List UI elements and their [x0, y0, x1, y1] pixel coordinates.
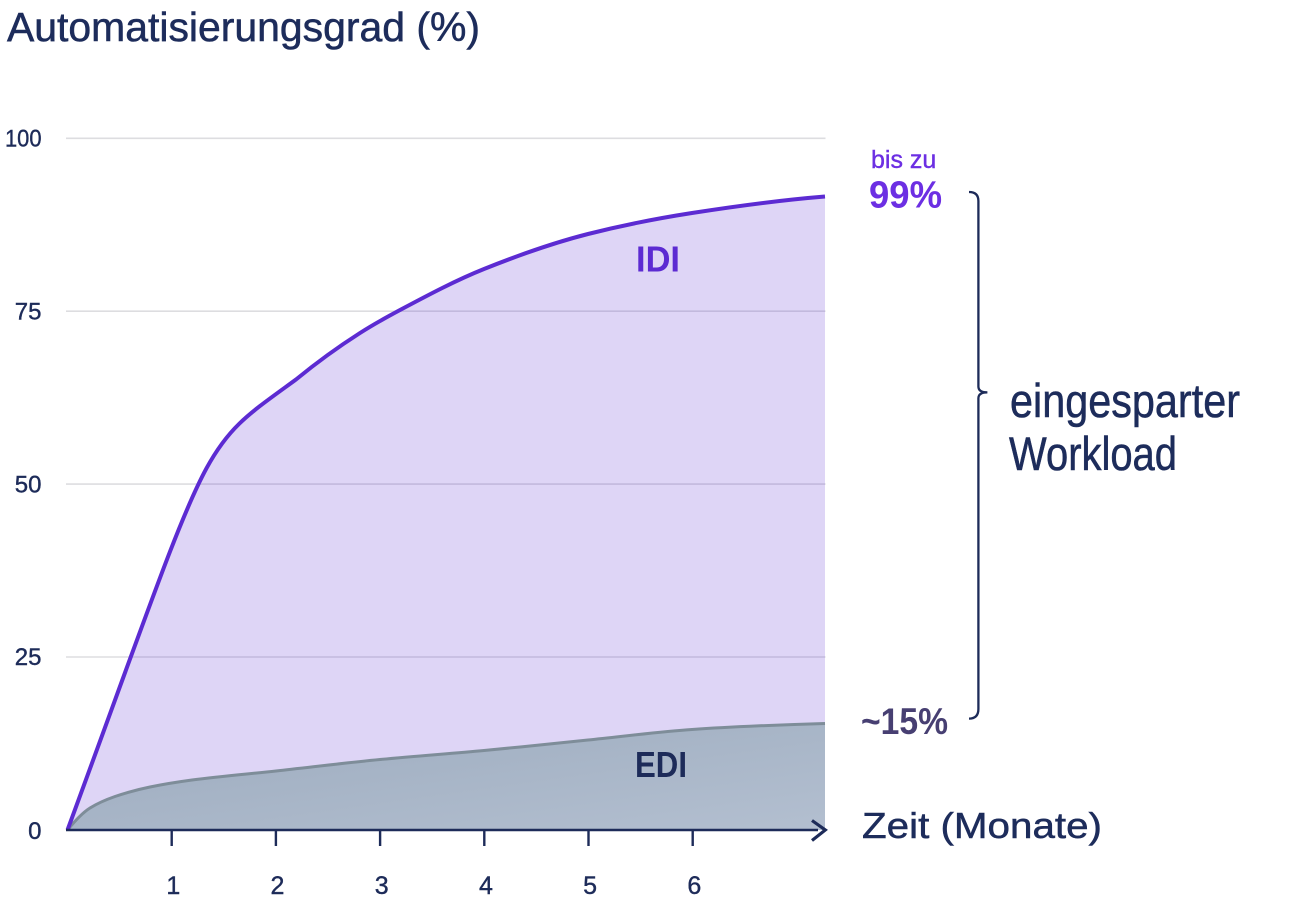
svg-text:5: 5 — [583, 872, 597, 900]
svg-text:50: 50 — [15, 471, 42, 498]
svg-text:1: 1 — [166, 872, 180, 900]
svg-text:Zeit (Monate): Zeit (Monate) — [862, 805, 1102, 846]
svg-text:2: 2 — [271, 872, 285, 900]
svg-text:100: 100 — [5, 126, 42, 153]
svg-text:~15%: ~15% — [861, 701, 948, 742]
svg-text:6: 6 — [687, 872, 701, 900]
svg-text:Automatisierungsgrad (%): Automatisierungsgrad (%) — [7, 4, 480, 50]
svg-text:bis zu: bis zu — [871, 146, 936, 174]
svg-text:eingesparter: eingesparter — [1010, 374, 1240, 427]
svg-text:75: 75 — [15, 298, 42, 325]
svg-text:Workload: Workload — [1009, 427, 1177, 480]
svg-text:25: 25 — [15, 644, 42, 671]
svg-text:3: 3 — [375, 872, 389, 900]
svg-text:IDI: IDI — [636, 239, 680, 280]
svg-text:0: 0 — [28, 818, 41, 845]
svg-text:99%: 99% — [869, 174, 942, 216]
svg-text:EDI: EDI — [635, 744, 687, 785]
svg-text:4: 4 — [479, 872, 493, 900]
